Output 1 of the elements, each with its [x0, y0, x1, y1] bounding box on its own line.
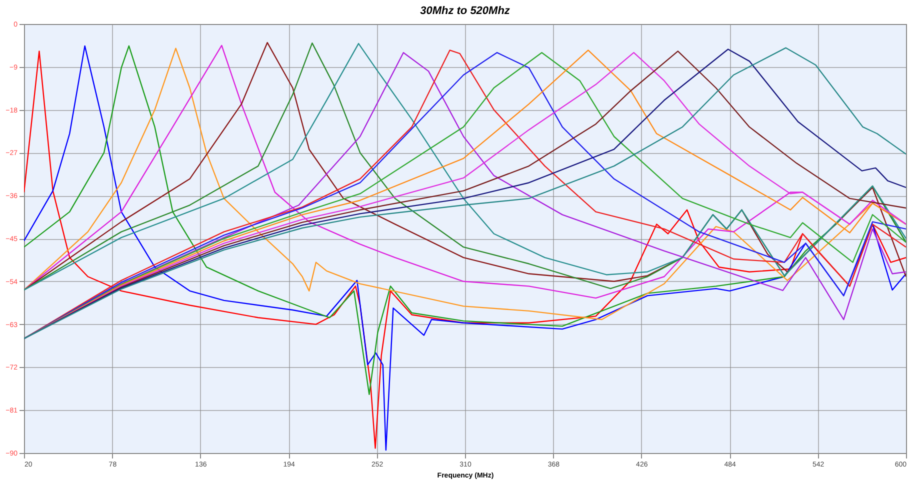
- chart-title: 30Mhz to 520Mhz: [420, 5, 510, 17]
